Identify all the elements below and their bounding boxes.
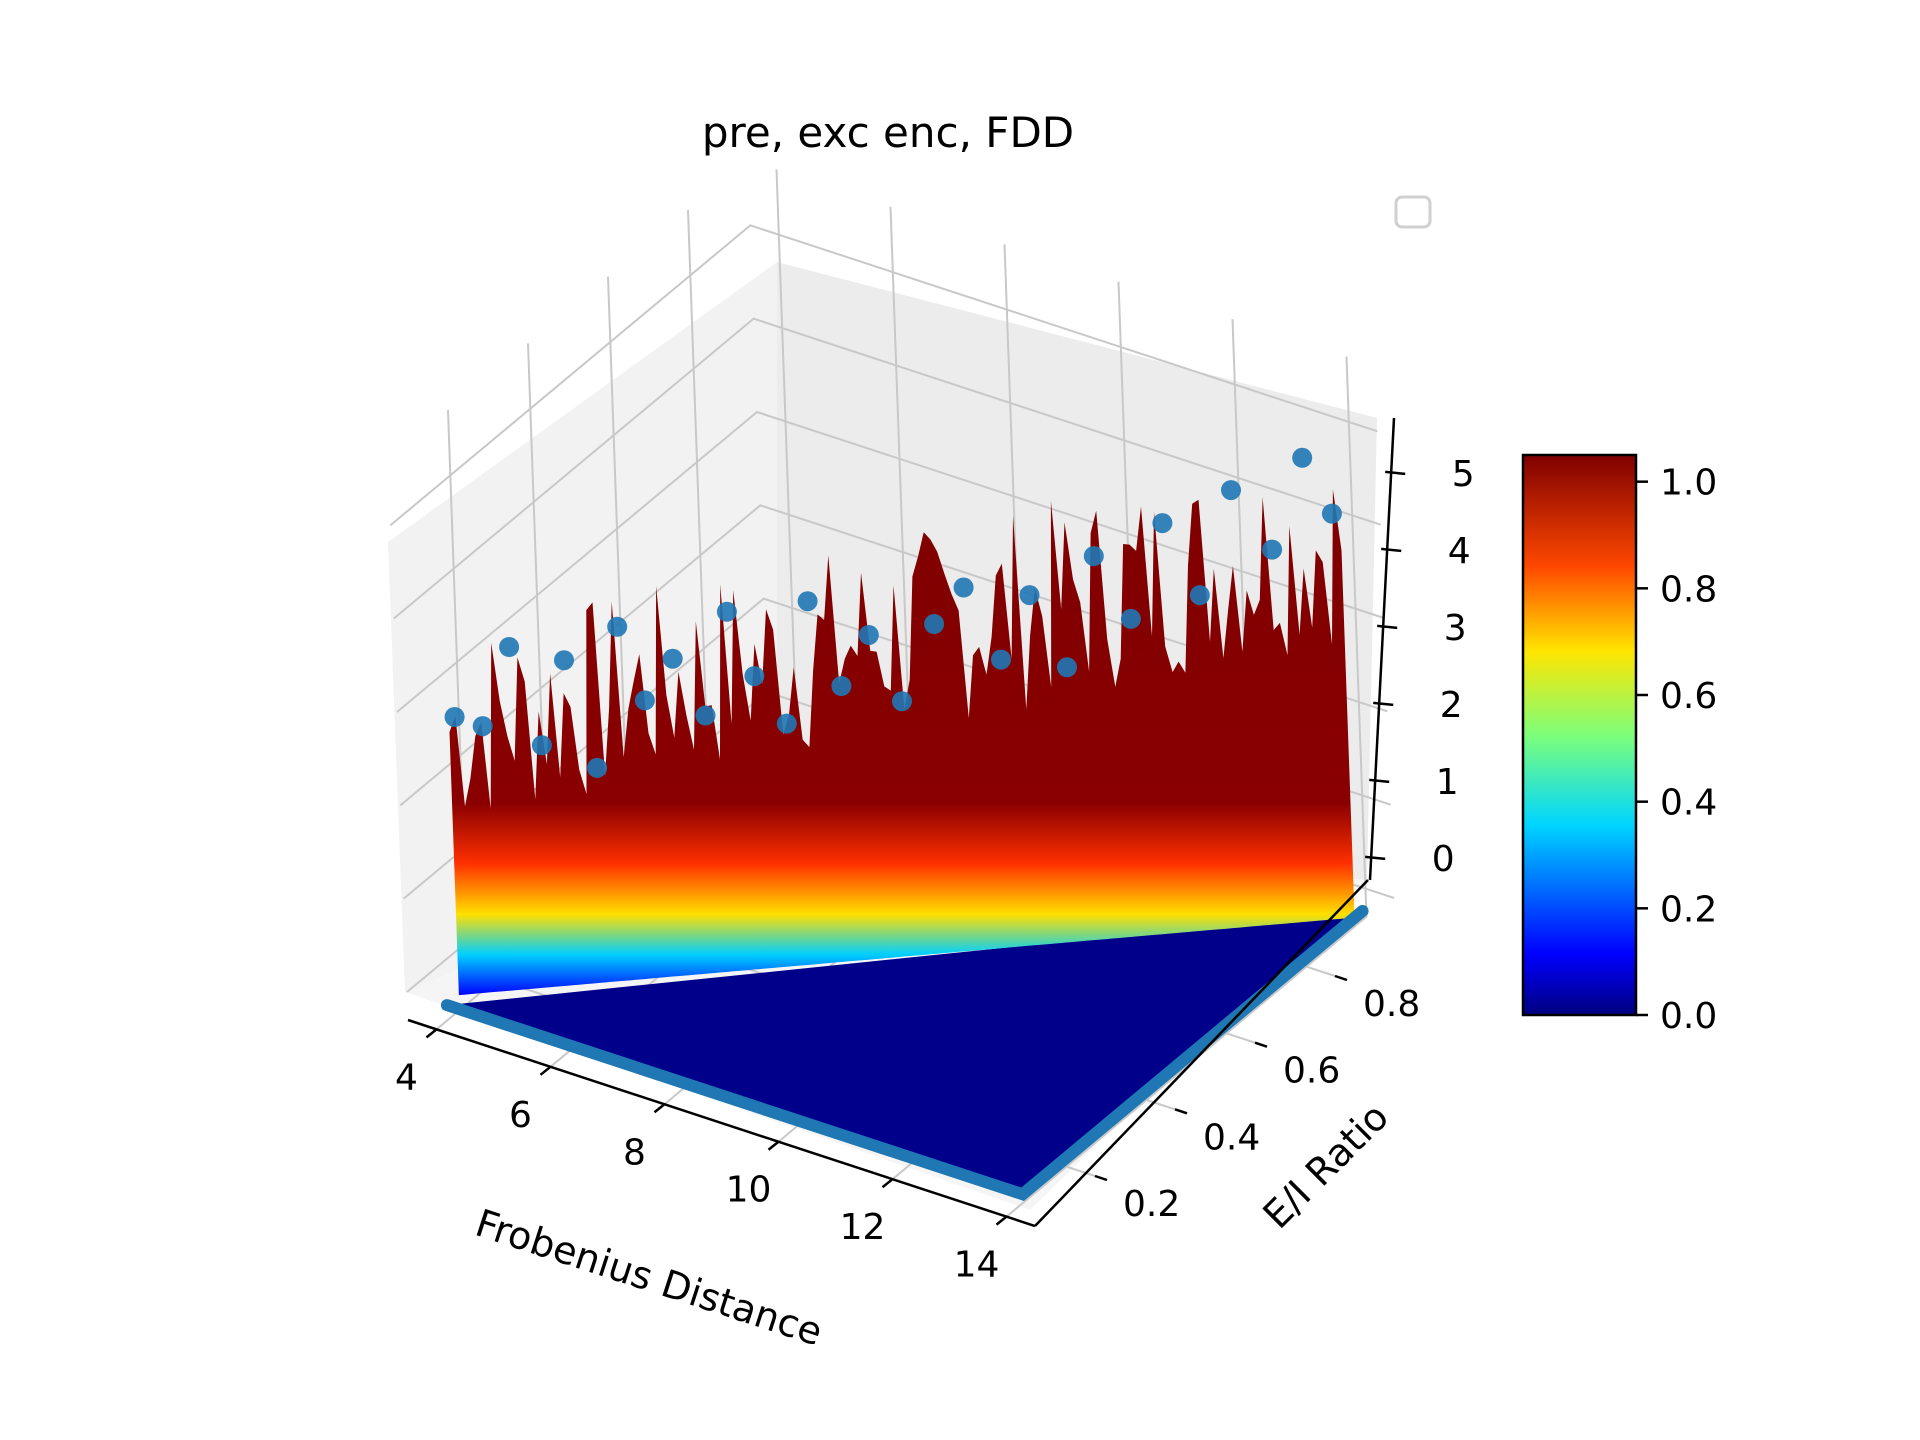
scatter-point <box>695 705 716 726</box>
z-tick <box>1385 470 1406 476</box>
scatter-point <box>587 757 608 778</box>
scatter-point <box>634 690 655 711</box>
colorbar-tick-label: 0.8 <box>1660 569 1717 610</box>
x-tick-label: 14 <box>954 1245 1000 1286</box>
grid-line-x <box>1005 356 1368 1218</box>
x-tick <box>539 1065 552 1076</box>
x-ticks: 4 6 8 10 12 14 <box>395 1028 1008 1286</box>
scatter-point <box>1152 513 1173 534</box>
z-tick-label: 3 <box>1444 608 1467 649</box>
z-tick-label: 2 <box>1440 685 1463 726</box>
scatter-point <box>499 637 520 657</box>
scatter-point <box>716 601 737 622</box>
x-tick-label: 8 <box>623 1132 646 1173</box>
z-tick-label: 1 <box>1436 762 1459 803</box>
scatter-point <box>1057 657 1077 678</box>
z-tick <box>1365 855 1386 861</box>
grid-line-z <box>393 317 1381 620</box>
y-tick-label: 0.8 <box>1363 984 1420 1025</box>
x-tick-label: 6 <box>509 1095 532 1136</box>
scatter-point <box>953 577 974 598</box>
colorbar: 0.0 0.2 0.4 0.6 0.8 1.0 <box>1521 453 1717 1037</box>
y-axis-label: E/I Ratio <box>1255 1095 1398 1238</box>
z-tick <box>1369 778 1390 784</box>
surface-boundary <box>440 904 1369 1201</box>
scatter-point <box>1083 546 1104 567</box>
z-tick-label: 5 <box>1452 454 1475 495</box>
y-tick-label: 0.2 <box>1123 1184 1180 1225</box>
grid-line-z <box>396 410 1385 713</box>
scatter-point <box>607 616 628 637</box>
x-tick-label: 10 <box>726 1170 772 1211</box>
y-tick <box>1094 1174 1108 1182</box>
scatter-point <box>531 735 552 756</box>
scatter-point <box>744 666 765 687</box>
colorbar-tick-label: 0.2 <box>1660 889 1717 930</box>
scatter-point <box>858 625 879 645</box>
x-tick <box>995 1215 1008 1226</box>
scatter-point <box>472 716 493 737</box>
colorbar-ticks: 0.0 0.2 0.4 0.6 0.8 1.0 <box>1636 463 1717 1037</box>
colorbar-tick-label: 0.4 <box>1660 783 1717 824</box>
scatter-point <box>892 691 912 712</box>
z-ticks: 0 1 2 3 4 5 <box>1365 454 1475 880</box>
x-tick <box>767 1140 780 1151</box>
z-tick <box>1381 547 1402 553</box>
scatter-point <box>1292 447 1313 468</box>
grid-line-z <box>389 224 1378 527</box>
scatter-point <box>797 591 818 612</box>
scatter-point <box>554 650 574 671</box>
scatter-point <box>1120 608 1141 629</box>
y-tick <box>1174 1108 1188 1115</box>
y-ticks: 0.2 0.4 0.6 0.8 <box>1094 974 1420 1225</box>
y-axis-line <box>1034 879 1369 1227</box>
x-tick <box>425 1028 438 1039</box>
scatter-point <box>1321 503 1342 524</box>
x-tick <box>653 1103 666 1114</box>
scatter-point <box>1019 585 1040 606</box>
z-tick <box>1373 701 1394 707</box>
scatter-point <box>776 713 797 734</box>
y-tick-label: 0.6 <box>1283 1051 1340 1092</box>
z-tick <box>1377 624 1398 630</box>
y-tick-label: 0.4 <box>1203 1117 1260 1158</box>
scatter-point <box>831 676 852 696</box>
scatter-point <box>924 614 945 634</box>
z-tick-label: 4 <box>1448 531 1471 572</box>
chart-title: pre, exc enc, FDD <box>702 108 1074 157</box>
z-axis-line <box>1368 417 1396 881</box>
scatter-point <box>1221 480 1241 501</box>
x-tick <box>881 1178 894 1189</box>
surface-base <box>446 910 1363 1195</box>
scatter-point <box>444 707 465 727</box>
y-tick <box>1254 1041 1268 1048</box>
z-tick-label: 0 <box>1432 839 1455 880</box>
scatter-point <box>1262 539 1283 560</box>
scatter-point <box>1189 585 1210 606</box>
x-axis-line <box>407 1018 1036 1228</box>
legend-box <box>1394 195 1432 229</box>
scatter-point <box>662 648 683 669</box>
x-tick-label: 12 <box>840 1207 886 1248</box>
y-tick <box>1334 974 1348 982</box>
x-axis-label: Frobenius Distance <box>470 1201 827 1355</box>
colorbar-tick-label: 1.0 <box>1660 463 1717 504</box>
colorbar-tick-label: 0.6 <box>1660 676 1717 717</box>
scatter-point <box>991 649 1011 670</box>
axis-lines <box>407 417 1396 1228</box>
colorbar-tick-label: 0.0 <box>1660 996 1717 1037</box>
scatter-points <box>444 447 1342 778</box>
colorbar-gradient <box>1521 453 1638 1017</box>
x-tick-label: 4 <box>395 1057 418 1098</box>
